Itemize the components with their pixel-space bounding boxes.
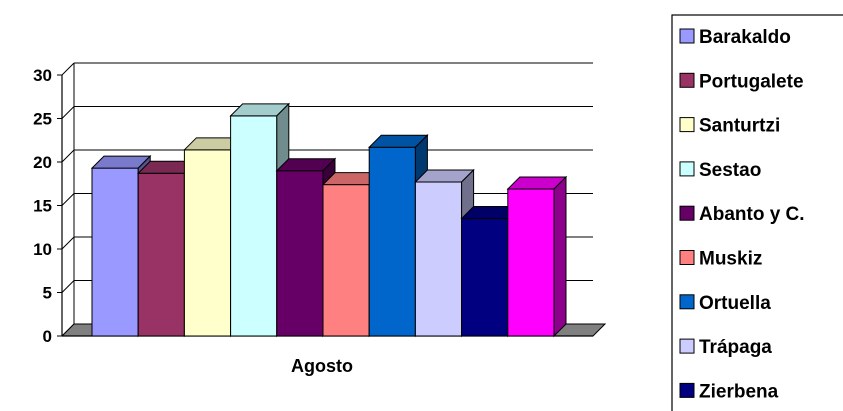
y-tick-label: 0 (43, 327, 52, 346)
legend-label: Santurtzi (699, 116, 780, 137)
legend-swatch (679, 28, 695, 44)
legend-label: Trápaga (699, 337, 772, 358)
legend-swatch (679, 117, 695, 133)
legend-item: Muskiz (679, 249, 762, 270)
legend-swatch (679, 250, 695, 265)
legend-swatch (679, 205, 695, 221)
legend-label: Barakaldo (699, 27, 791, 48)
bar-side (553, 175, 567, 338)
legend-item: Ortuella (679, 293, 771, 314)
gridline-side (61, 149, 75, 163)
gridline-side (61, 106, 75, 119)
bar-front (183, 149, 232, 337)
legend-item: Barakaldo (679, 27, 791, 48)
bar-front (230, 115, 278, 337)
legend-label: Muskiz (699, 249, 762, 270)
y-tick-label: 15 (33, 197, 52, 216)
legend-item: Trápaga (679, 337, 772, 358)
legend-item: Portugalete (679, 71, 804, 92)
bar-front (507, 188, 555, 337)
legend-label: Sestao (699, 160, 761, 181)
y-axis: 0 5 10 15 20 25 30 (33, 66, 593, 346)
gridline-side (61, 193, 75, 206)
legend-swatch (679, 338, 695, 354)
bar-front (414, 181, 463, 337)
legend-item: Zierbena (679, 381, 779, 402)
bar-front (276, 170, 324, 337)
x-tick-label: Agosto (291, 356, 353, 376)
gridline-side (61, 236, 75, 250)
legend: Barakaldo Portugalete Santurtzi Sestao Abant… (671, 14, 843, 411)
gridline-side (61, 280, 75, 293)
legend-swatch (679, 72, 695, 88)
y-tick-label: 25 (33, 110, 52, 129)
bar-front (137, 172, 185, 337)
legend-item: Sestao (679, 160, 761, 181)
legend-item: Abanto y C. (679, 204, 805, 225)
bar-front (322, 184, 370, 337)
gridline-side (61, 62, 75, 76)
bar-front (368, 146, 416, 337)
y-tick-label: 30 (33, 66, 52, 85)
bar-front (91, 167, 139, 337)
bars (90, 102, 568, 338)
legend-label: Zierbena (699, 381, 779, 402)
legend-box (671, 14, 843, 411)
y-tick-label: 5 (43, 284, 52, 303)
legend-label: Portugalete (699, 71, 804, 92)
y-tick-label: 20 (33, 153, 52, 172)
legend-label: Abanto y C. (699, 204, 805, 225)
legend-swatch (679, 294, 695, 310)
legend-label: Ortuella (699, 293, 771, 314)
y-tick-label: 10 (33, 240, 52, 259)
legend-swatch (679, 161, 695, 177)
legend-swatch (679, 382, 695, 398)
bar-front (461, 218, 509, 337)
bar (506, 175, 568, 338)
legend-item: Santurtzi (679, 116, 780, 137)
